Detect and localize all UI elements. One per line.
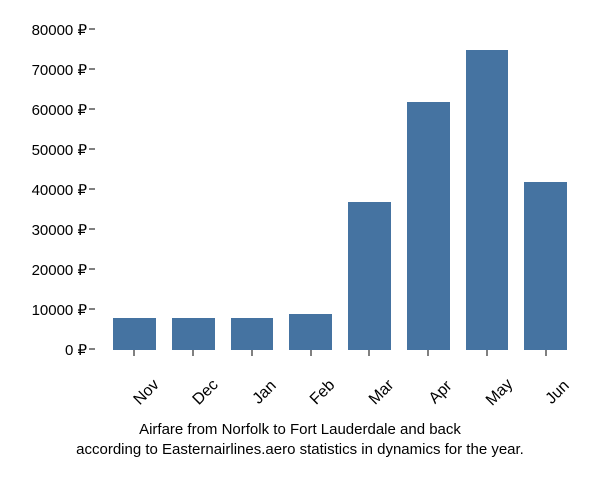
bar xyxy=(113,318,156,350)
y-tick-label: 20000 ₽ xyxy=(17,261,87,279)
y-tick-label: 40000 ₽ xyxy=(17,181,87,199)
chart-caption: Airfare from Norfolk to Fort Lauderdale … xyxy=(20,420,580,461)
bar xyxy=(466,50,509,350)
bar xyxy=(172,318,215,350)
x-tick-label: Apr xyxy=(419,371,462,414)
y-tick-label: 60000 ₽ xyxy=(17,101,87,119)
y-tick-mark xyxy=(89,349,95,350)
y-axis: 0 ₽10000 ₽20000 ₽30000 ₽40000 ₽50000 ₽60… xyxy=(20,30,95,350)
caption-line-2: according to Easternairlines.aero statis… xyxy=(76,441,524,458)
x-tick-label: Feb xyxy=(302,371,345,414)
y-tick-label: 70000 ₽ xyxy=(17,61,87,79)
y-tick-label: 30000 ₽ xyxy=(17,221,87,239)
bar xyxy=(524,182,567,350)
y-tick-mark xyxy=(89,29,95,30)
y-tick-label: 80000 ₽ xyxy=(17,21,87,39)
y-tick-label: 50000 ₽ xyxy=(17,141,87,159)
bar xyxy=(407,102,450,350)
airfare-chart: 0 ₽ 10000 ₽ 20000 ₽ 30000 ₽ 40000 ₽ 50000 ₽ 60… xyxy=(0,0,600,500)
y-tick-mark xyxy=(89,229,95,230)
x-tick-label: Jan xyxy=(243,371,286,414)
x-tick-label: May xyxy=(478,371,521,414)
y-tick-mark xyxy=(89,69,95,70)
x-axis-labels: NovDecJanFebMarAprMayJun xyxy=(100,350,580,368)
bar xyxy=(231,318,274,350)
y-tick-label: 10000 ₽ xyxy=(17,301,87,319)
x-tick-label: Dec xyxy=(184,371,227,414)
y-tick-label: 0 ₽ xyxy=(17,341,87,359)
y-tick-mark xyxy=(89,109,95,110)
y-tick-mark xyxy=(89,269,95,270)
y-tick-mark xyxy=(89,189,95,190)
bars-group xyxy=(100,30,580,350)
bar xyxy=(289,314,332,350)
x-tick-label: Nov xyxy=(126,371,169,414)
bar xyxy=(348,202,391,350)
y-tick-mark xyxy=(89,149,95,150)
plot-area: 0 ₽10000 ₽20000 ₽30000 ₽40000 ₽50000 ₽60… xyxy=(100,30,580,350)
caption-line-1: Airfare from Norfolk to Fort Lauderdale … xyxy=(139,421,461,438)
x-tick-label: Jun xyxy=(537,371,580,414)
x-tick-label: Mar xyxy=(361,371,404,414)
y-tick-mark xyxy=(89,309,95,310)
